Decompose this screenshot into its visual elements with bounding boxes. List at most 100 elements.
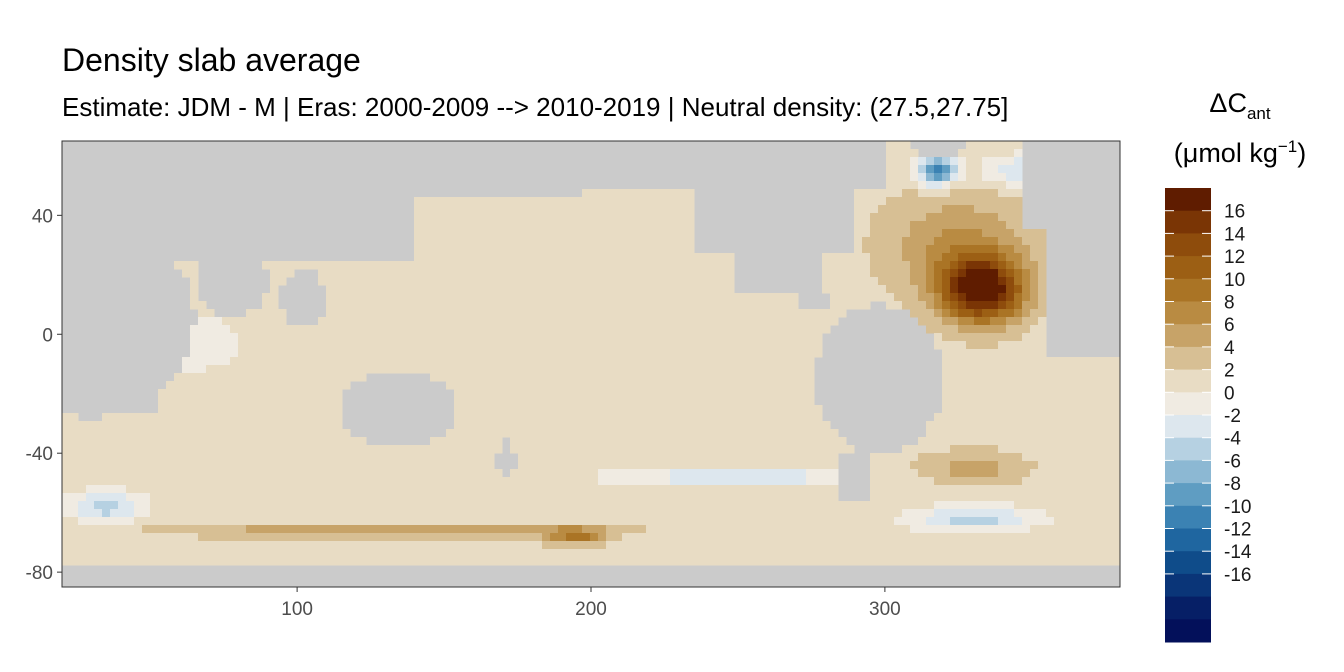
heatmap-cell [702,357,711,366]
heatmap-cell [606,485,615,494]
heatmap-cell [278,405,287,414]
heatmap-cell [1014,485,1023,494]
heatmap-cell [694,285,703,294]
heatmap-cell [638,557,647,566]
heatmap-cell [558,549,567,558]
heatmap-cell [814,533,823,542]
heatmap-cell [1038,277,1047,286]
heatmap-cell [526,533,535,542]
heatmap-cell [990,373,999,382]
heatmap-cell [670,509,679,518]
heatmap-cell [878,509,887,518]
heatmap-cell [550,501,559,510]
heatmap-cell [534,229,543,238]
heatmap-cell [734,533,743,542]
heatmap-cell [374,493,383,502]
heatmap-cell [926,445,935,454]
heatmap-cell [542,309,551,318]
heatmap-cell [350,517,359,526]
heatmap-cell [286,373,295,382]
heatmap-cell [566,325,575,334]
heatmap-cell [782,477,791,486]
heatmap-cell [310,325,319,334]
heatmap-cell [486,429,495,438]
heatmap-cell [406,525,415,534]
heatmap-cell [878,533,887,542]
heatmap-cell [294,261,303,270]
heatmap-cell [334,405,343,414]
heatmap-cell [526,301,535,310]
heatmap-cell [430,493,439,502]
heatmap-cell [182,429,191,438]
heatmap-cell [198,469,207,478]
heatmap-cell [926,525,935,534]
heatmap-cell [782,309,791,318]
heatmap-cell [302,429,311,438]
heatmap-cell [574,453,583,462]
heatmap-cell [94,469,103,478]
heatmap-cell [358,293,367,302]
heatmap-cell [678,389,687,398]
heatmap-cell [742,317,751,326]
heatmap-cell [590,485,599,494]
heatmap-cell [206,429,215,438]
heatmap-cell [350,341,359,350]
heatmap-cell [358,485,367,494]
heatmap-cell [310,557,319,566]
heatmap-cell [774,365,783,374]
heatmap-cell [326,517,335,526]
heatmap-cell [942,421,951,430]
heatmap-cell [966,269,975,278]
heatmap-cell [982,549,991,558]
heatmap-cell [558,245,567,254]
heatmap-cell [334,445,343,454]
heatmap-cell [774,541,783,550]
heatmap-cell [214,413,223,422]
heatmap-cell [406,453,415,462]
heatmap-cell [806,557,815,566]
heatmap-cell [366,317,375,326]
heatmap-cell [966,261,975,270]
heatmap-cell [782,357,791,366]
heatmap-cell [462,341,471,350]
heatmap-cell [662,285,671,294]
heatmap-cell [542,533,551,542]
heatmap-cell [294,493,303,502]
heatmap-cell [438,285,447,294]
heatmap-cell [566,301,575,310]
heatmap-cell [758,557,767,566]
heatmap-cell [478,261,487,270]
heatmap-cell [478,445,487,454]
heatmap-cell [606,189,615,198]
heatmap-cell [446,301,455,310]
heatmap-cell [766,461,775,470]
heatmap-cell [918,221,927,230]
heatmap-cell [702,525,711,534]
heatmap-cell [350,373,359,382]
legend-units: (μmol kg−1) [1174,137,1306,168]
heatmap-cell [510,261,519,270]
heatmap-cell [774,437,783,446]
heatmap-cell [630,557,639,566]
heatmap-cell [630,309,639,318]
heatmap-cell [366,261,375,270]
heatmap-cell [126,533,135,542]
heatmap-cell [398,445,407,454]
heatmap-cell [702,333,711,342]
heatmap-cell [902,533,911,542]
heatmap-cell [1030,269,1039,278]
heatmap-cell [86,493,95,502]
heatmap-cell [662,461,671,470]
heatmap-cell [390,493,399,502]
heatmap-cell [358,557,367,566]
heatmap-cell [1094,365,1103,374]
heatmap-cell [622,277,631,286]
heatmap-cell [654,309,663,318]
heatmap-cell [182,397,191,406]
heatmap-cell [894,149,903,158]
heatmap-cell [1070,477,1079,486]
heatmap-cell [310,365,319,374]
heatmap-cell [70,445,79,454]
heatmap-cell [830,317,839,326]
heatmap-cell [518,493,527,502]
